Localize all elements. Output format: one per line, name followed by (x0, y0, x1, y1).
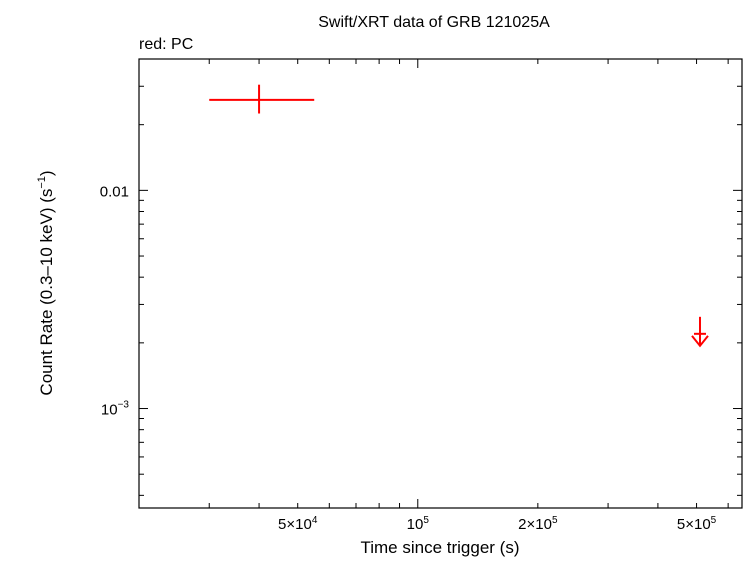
x-tick-label-base: 2×10 (518, 516, 552, 533)
x-tick-label: 105 (407, 515, 430, 533)
y-tick-label-exponent: −3 (118, 400, 130, 411)
x-tick-label-exponent: 5 (423, 515, 429, 526)
chart-title: Swift/XRT data of GRB 121025A (318, 14, 550, 31)
x-tick-labels: 5×104 105 2×105 5×105 (278, 515, 717, 533)
y-tick-labels: 0.01 10−3 (100, 183, 130, 418)
y-tick-label-base: 0.01 (100, 183, 129, 200)
x-tick-label-exponent: 5 (552, 515, 558, 526)
y-tick-label-base: 10 (101, 402, 118, 419)
x-tick-label-exponent: 5 (711, 515, 717, 526)
x-tick-label-base: 10 (407, 516, 424, 533)
x-tick-label-exponent: 4 (312, 515, 318, 526)
y-axis-label: Count Rate (0.3–10 keV) (s−1) (36, 170, 56, 395)
x-tick-label: 5×104 (278, 515, 318, 533)
x-tick-label-base: 5×10 (677, 516, 711, 533)
axis-ticks (138, 58, 742, 508)
chart-subtitle: red: PC (139, 36, 193, 53)
plot-frame (138, 58, 743, 509)
upper-limit-arrowhead (691, 335, 709, 348)
data-points (209, 84, 709, 348)
x-tick-label: 2×105 (518, 515, 558, 533)
x-axis-label: Time since trigger (s) (360, 538, 519, 557)
x-tick-label: 5×105 (677, 515, 717, 533)
y-tick-label: 10−3 (101, 400, 130, 419)
y-axis-label-main: Count Rate (0.3–10 keV) (s (37, 189, 56, 396)
y-axis-label-exponent: −1 (36, 176, 48, 189)
y-axis-label-end: ) (37, 170, 56, 176)
x-tick-label-base: 5×10 (278, 516, 312, 533)
y-tick-label: 0.01 (100, 183, 129, 200)
